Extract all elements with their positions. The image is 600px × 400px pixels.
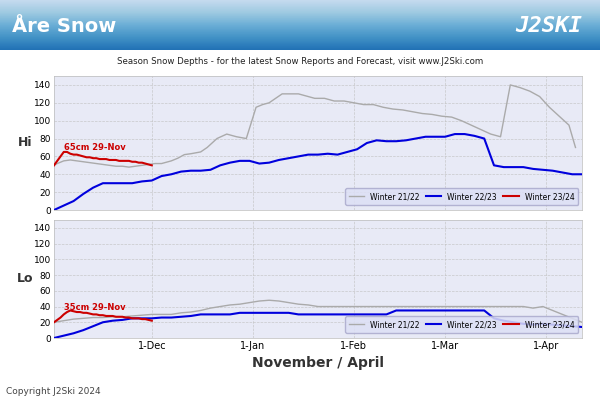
Text: 65cm 29-Nov: 65cm 29-Nov	[64, 143, 125, 152]
Legend: Winter 21/22, Winter 22/23, Winter 23/24: Winter 21/22, Winter 22/23, Winter 23/24	[345, 188, 578, 205]
Text: 35cm 29-Nov: 35cm 29-Nov	[64, 303, 125, 312]
Text: Lo: Lo	[17, 272, 33, 286]
Text: J2SKI: J2SKI	[515, 16, 582, 36]
Text: Åre Snow: Åre Snow	[12, 16, 116, 36]
X-axis label: November / April: November / April	[252, 356, 384, 370]
Text: Hi: Hi	[18, 136, 32, 150]
Text: Copyright J2Ski 2024: Copyright J2Ski 2024	[6, 387, 101, 396]
Legend: Winter 21/22, Winter 22/23, Winter 23/24: Winter 21/22, Winter 22/23, Winter 23/24	[345, 316, 578, 333]
Text: Season Snow Depths - for the latest Snow Reports and Forecast, visit www.J2Ski.c: Season Snow Depths - for the latest Snow…	[117, 56, 483, 66]
